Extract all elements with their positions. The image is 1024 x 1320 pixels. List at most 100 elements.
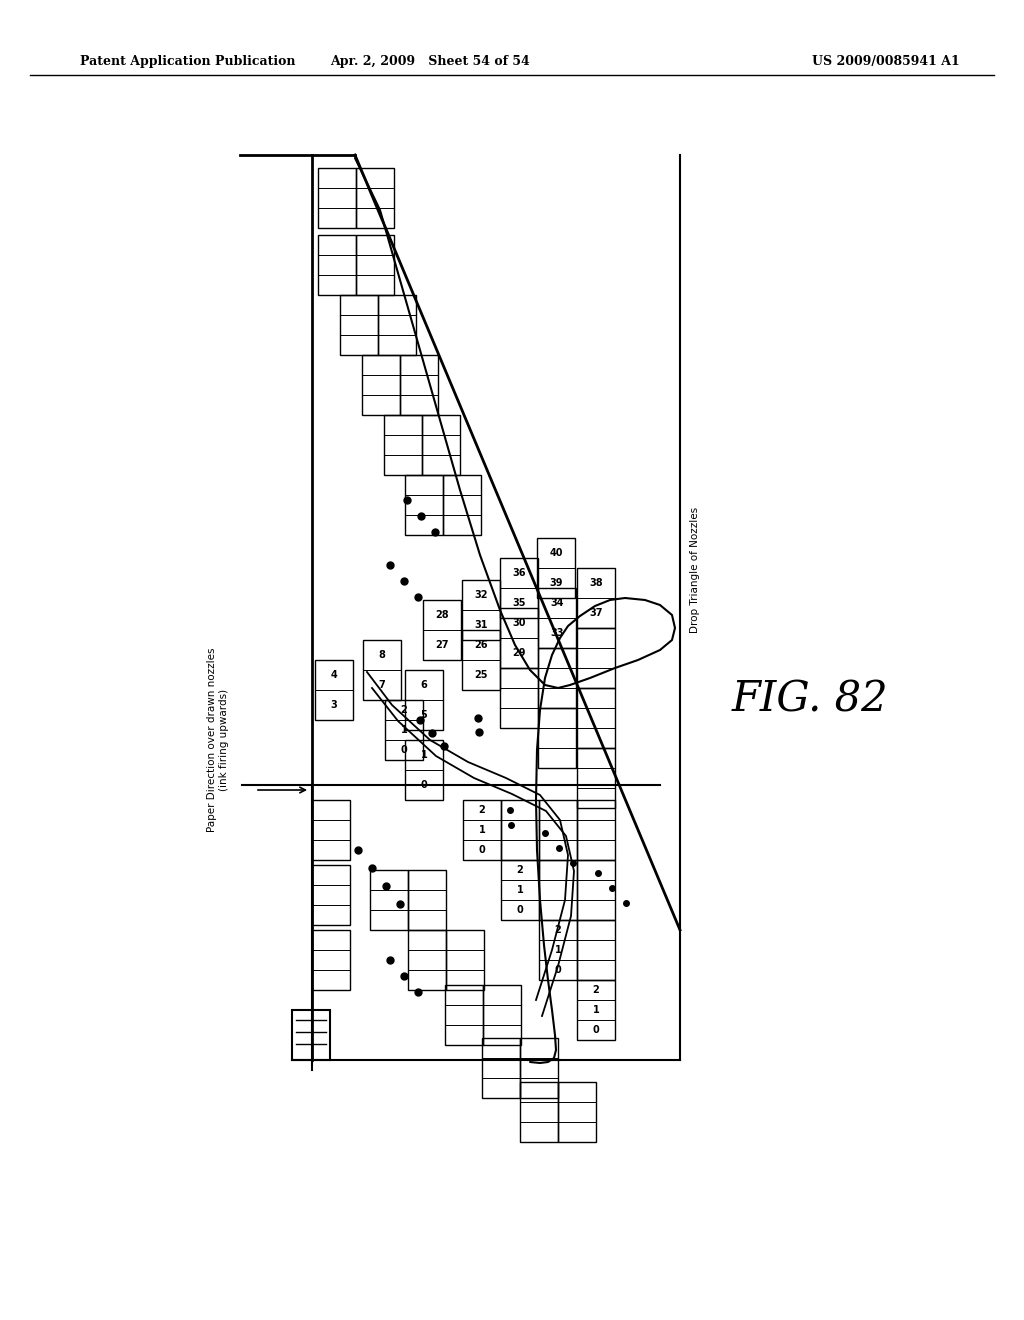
Text: 0: 0	[478, 845, 485, 855]
Bar	[577, 979, 615, 1040]
Text: 4: 4	[331, 671, 337, 680]
Bar	[463, 800, 501, 861]
Bar	[462, 579, 500, 640]
Bar	[577, 568, 615, 628]
Bar	[378, 294, 416, 355]
Bar	[443, 475, 481, 535]
Bar	[400, 355, 438, 414]
Bar	[577, 800, 615, 861]
Text: 33: 33	[550, 628, 564, 638]
Text: 29: 29	[512, 648, 525, 657]
Text: 2: 2	[478, 805, 485, 814]
Bar	[538, 587, 575, 648]
Text: 40: 40	[549, 548, 563, 558]
Text: 39: 39	[549, 578, 563, 587]
Bar	[500, 668, 538, 729]
Text: 5: 5	[421, 710, 427, 719]
Bar	[577, 688, 615, 748]
Bar	[370, 870, 408, 931]
Text: Paper Direction over drawn nozzles
(ink firing upwards): Paper Direction over drawn nozzles (ink …	[207, 648, 228, 832]
Bar	[537, 539, 575, 598]
Text: 0: 0	[400, 744, 408, 755]
Bar	[445, 985, 483, 1045]
Text: US 2009/0085941 A1: US 2009/0085941 A1	[812, 55, 961, 69]
Text: 3: 3	[331, 700, 337, 710]
Bar	[356, 168, 394, 228]
Bar	[538, 708, 575, 768]
Bar	[446, 931, 484, 990]
Text: 0: 0	[517, 906, 523, 915]
Text: 27: 27	[435, 640, 449, 649]
Bar	[362, 640, 401, 700]
Bar	[315, 660, 353, 719]
Text: 36: 36	[512, 568, 525, 578]
Bar	[577, 748, 615, 808]
Bar	[292, 1010, 330, 1060]
Text: 6: 6	[421, 680, 427, 690]
Text: 1: 1	[478, 825, 485, 836]
Text: 0: 0	[421, 780, 427, 789]
Text: 2: 2	[593, 985, 599, 995]
Text: Drop Triangle of Nozzles: Drop Triangle of Nozzles	[690, 507, 700, 634]
Text: 1: 1	[517, 884, 523, 895]
Text: 7: 7	[379, 680, 385, 690]
Bar	[408, 931, 446, 990]
Text: 26: 26	[474, 640, 487, 649]
Text: 30: 30	[512, 618, 525, 628]
Bar	[558, 1082, 596, 1142]
Text: 2: 2	[517, 865, 523, 875]
Bar	[539, 861, 577, 920]
Text: 35: 35	[512, 598, 525, 609]
Bar	[362, 355, 400, 414]
Bar	[483, 985, 521, 1045]
Bar	[539, 920, 577, 979]
Bar	[312, 931, 350, 990]
Bar	[577, 861, 615, 920]
Bar	[520, 1082, 558, 1142]
Text: FIG. 82: FIG. 82	[732, 678, 888, 721]
Bar	[318, 168, 356, 228]
Bar	[356, 235, 394, 294]
Text: 38: 38	[589, 578, 603, 587]
Bar	[318, 235, 356, 294]
Text: 37: 37	[589, 609, 603, 618]
Text: 25: 25	[474, 671, 487, 680]
Text: 31: 31	[474, 620, 487, 630]
Bar	[423, 601, 461, 660]
Bar	[422, 414, 460, 475]
Text: 34: 34	[550, 598, 564, 609]
Text: 1: 1	[555, 945, 561, 954]
Bar	[340, 294, 378, 355]
Bar	[500, 609, 538, 668]
Bar	[482, 1038, 520, 1098]
Bar	[462, 630, 500, 690]
Text: Apr. 2, 2009   Sheet 54 of 54: Apr. 2, 2009 Sheet 54 of 54	[330, 55, 529, 69]
Text: 2: 2	[555, 925, 561, 935]
Bar	[385, 700, 423, 760]
Bar	[384, 414, 422, 475]
Text: 32: 32	[474, 590, 487, 601]
Bar	[312, 800, 350, 861]
Bar	[408, 870, 446, 931]
Text: 1: 1	[593, 1005, 599, 1015]
Bar	[501, 800, 539, 861]
Bar	[406, 671, 443, 730]
Bar	[577, 628, 615, 688]
Text: Patent Application Publication: Patent Application Publication	[80, 55, 296, 69]
Bar	[406, 741, 443, 800]
Text: 8: 8	[379, 649, 385, 660]
Bar	[577, 920, 615, 979]
Bar	[539, 800, 577, 861]
Text: 1: 1	[421, 750, 427, 760]
Text: 0: 0	[593, 1026, 599, 1035]
Bar	[500, 558, 538, 618]
Bar	[538, 648, 575, 708]
Bar	[312, 865, 350, 925]
Text: 28: 28	[435, 610, 449, 620]
Bar	[520, 1038, 558, 1098]
Text: 1: 1	[400, 725, 408, 735]
Text: 2: 2	[400, 705, 408, 715]
Text: 0: 0	[555, 965, 561, 975]
Bar	[406, 475, 443, 535]
Bar	[501, 861, 539, 920]
